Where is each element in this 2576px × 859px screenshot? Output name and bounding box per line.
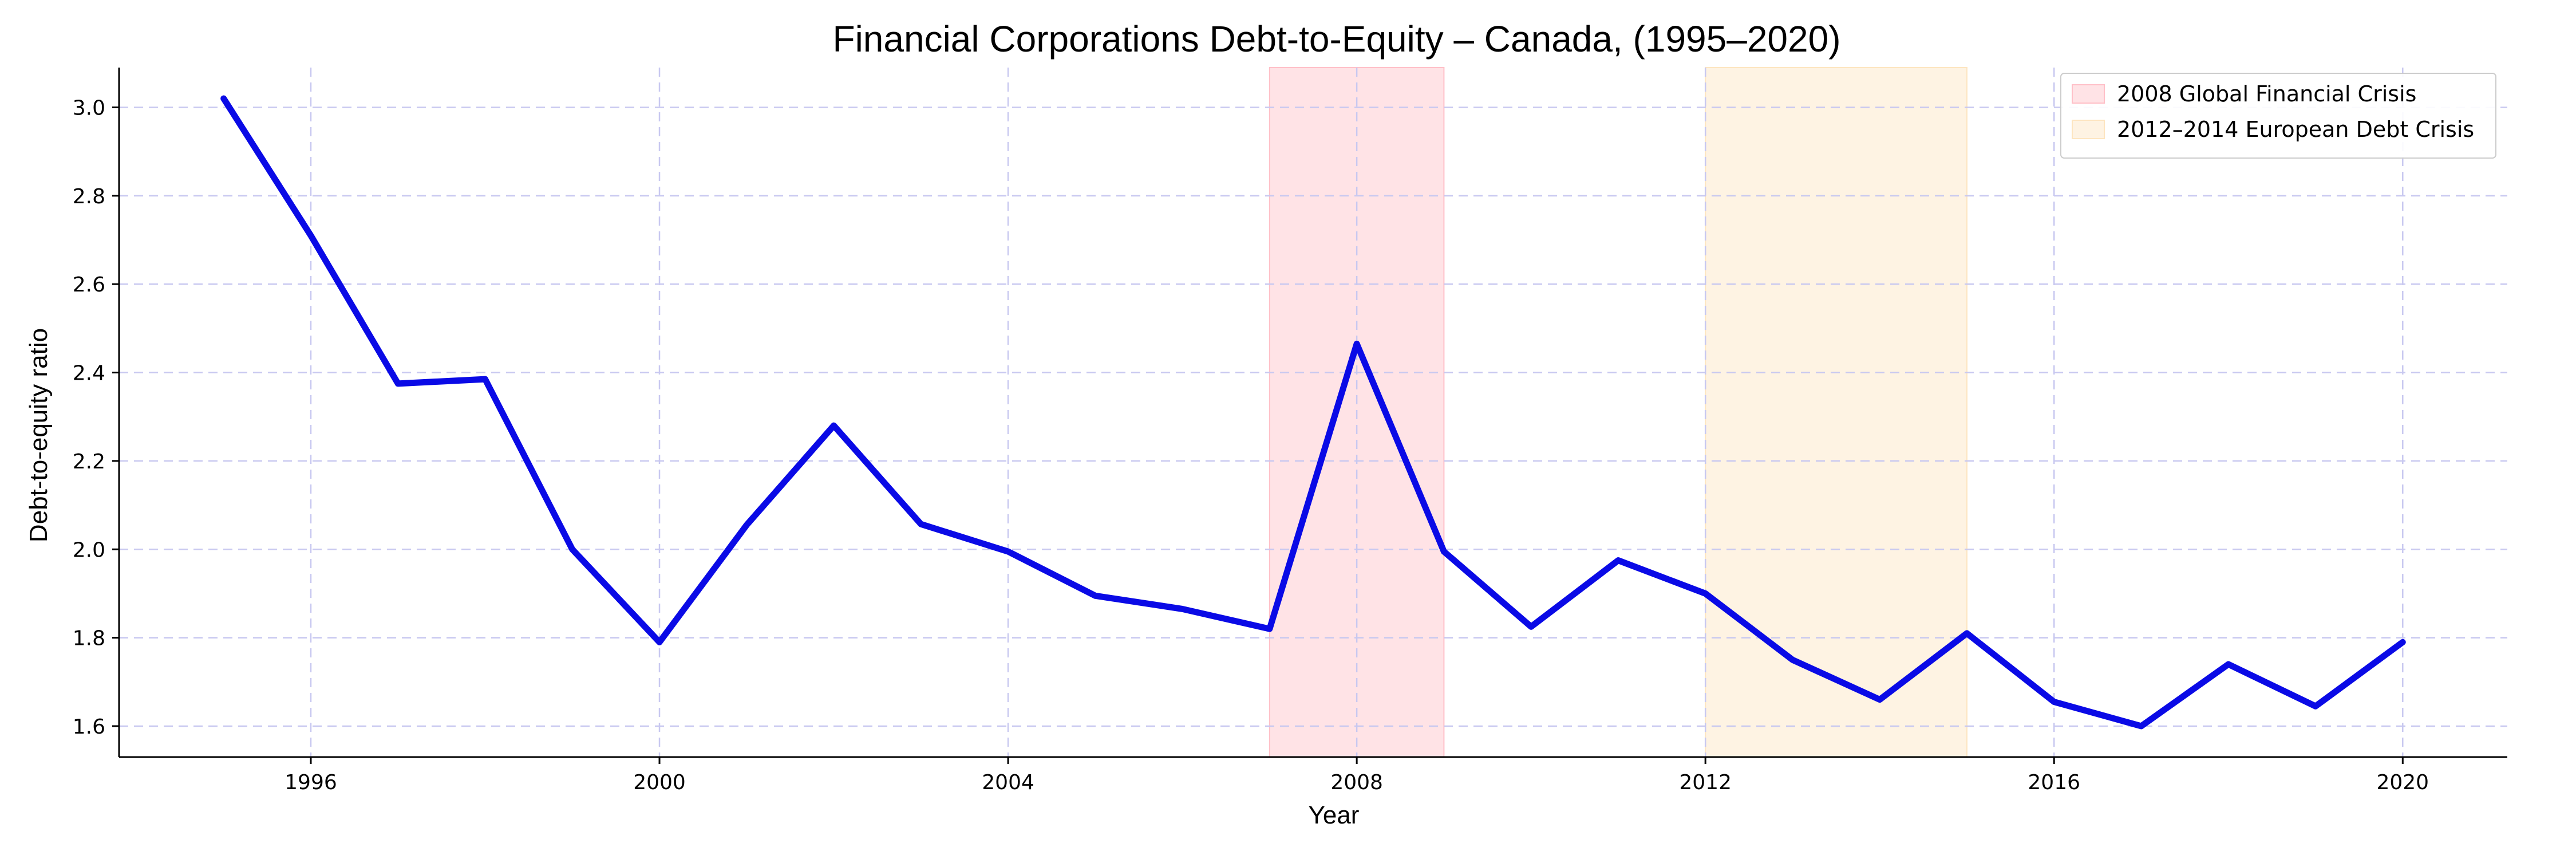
legend-box bbox=[2060, 73, 2496, 159]
grid bbox=[119, 68, 2507, 757]
x-tick-label: 2008 bbox=[1330, 771, 1383, 794]
shaded-regions bbox=[1269, 67, 1967, 758]
series-line-1 bbox=[220, 95, 2406, 730]
series bbox=[220, 95, 2406, 730]
x-tick-label: 2000 bbox=[633, 771, 686, 794]
x-tick-label: 1996 bbox=[285, 771, 337, 794]
shaded-region-2 bbox=[1705, 67, 1967, 758]
x-tick-label: 2012 bbox=[1679, 771, 1732, 794]
data-point bbox=[746, 524, 748, 526]
y-tick-label: 3.0 bbox=[73, 96, 105, 120]
y-tick-label: 1.6 bbox=[73, 715, 105, 739]
y-tick-label: 2.8 bbox=[73, 185, 105, 208]
y-tick-label: 1.8 bbox=[73, 627, 105, 651]
legend-swatch bbox=[2072, 120, 2105, 139]
legend-label: 2012–2014 European Debt Crisis bbox=[2117, 117, 2474, 142]
x-tick-label: 2020 bbox=[2376, 771, 2429, 794]
legend-label: 2008 Global Financial Crisis bbox=[2117, 81, 2416, 107]
data-point bbox=[2315, 706, 2317, 707]
data-point bbox=[833, 425, 835, 427]
y-tick-label: 2.0 bbox=[73, 538, 105, 562]
data-point bbox=[484, 379, 486, 380]
data-point bbox=[2402, 641, 2404, 643]
data-point bbox=[223, 98, 224, 100]
data-point bbox=[1182, 608, 1183, 610]
data-point bbox=[1792, 659, 1793, 661]
y-axis-label: Debt-to-equity ratio bbox=[25, 328, 53, 542]
data-point bbox=[1008, 551, 1009, 553]
data-point bbox=[2227, 663, 2229, 665]
data-point bbox=[1530, 626, 1532, 628]
y-tick-label: 2.6 bbox=[73, 273, 105, 297]
data-point bbox=[310, 235, 311, 237]
data-point bbox=[1966, 632, 1967, 634]
legend-swatch bbox=[2072, 84, 2105, 104]
x-tick-label: 2016 bbox=[2028, 771, 2080, 794]
data-point bbox=[1879, 699, 1880, 700]
data-point bbox=[659, 641, 661, 643]
x-tick-label: 2004 bbox=[982, 771, 1034, 794]
y-tick-label: 2.2 bbox=[73, 450, 105, 474]
x-axis-label: Year bbox=[1309, 801, 1360, 829]
axes bbox=[118, 68, 2507, 758]
data-point bbox=[1095, 595, 1096, 597]
data-point bbox=[2053, 701, 2055, 703]
ticks: 1996 2000 2004 2008 2012 2016 2020 1.6 1.8 2.0 2.2… bbox=[73, 96, 2429, 794]
data-point bbox=[920, 523, 922, 525]
y-tick-label: 2.4 bbox=[73, 362, 105, 385]
data-point bbox=[1705, 593, 1706, 594]
data-point bbox=[2140, 725, 2142, 727]
data-point bbox=[571, 549, 573, 550]
data-point bbox=[1356, 343, 1358, 345]
data-point bbox=[1443, 551, 1445, 553]
data-point bbox=[1617, 559, 1619, 561]
chart-title: Financial Corporations Debt-to-Equity – … bbox=[832, 18, 1840, 60]
legend: 2008 Global Financial Crisis 2012–2014 Eu… bbox=[2060, 73, 2496, 159]
data-point bbox=[1269, 628, 1270, 630]
data-point bbox=[397, 383, 399, 384]
